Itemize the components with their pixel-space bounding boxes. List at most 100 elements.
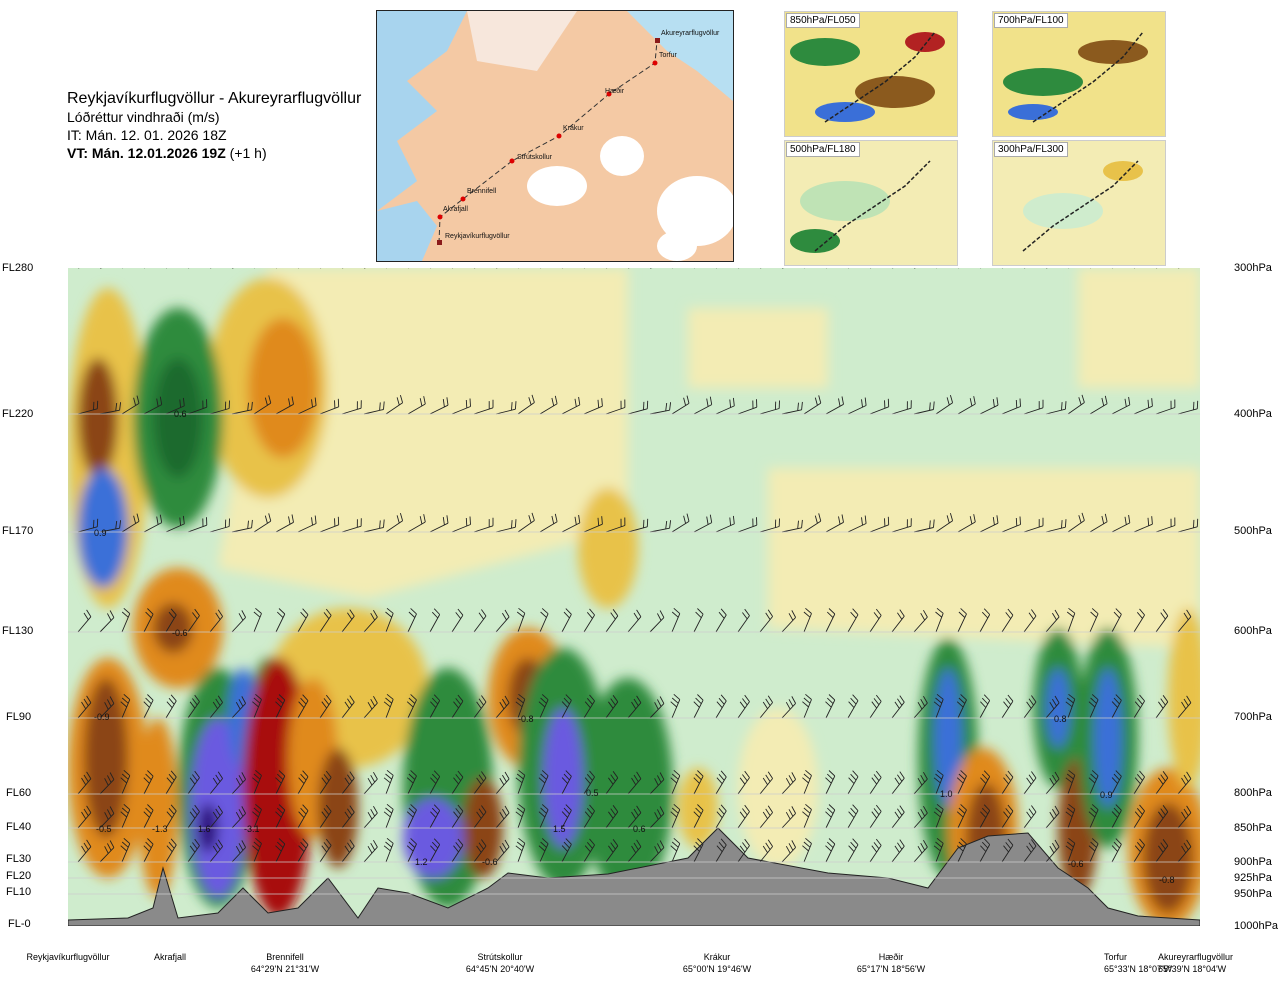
wind-barb — [802, 769, 812, 795]
wind-barb — [670, 693, 681, 719]
wind-barb — [1065, 693, 1076, 719]
wind-barb — [451, 694, 464, 719]
wind-barb — [1155, 399, 1176, 415]
wind-barb — [383, 837, 394, 863]
wind-barb — [649, 696, 665, 719]
wind-barb — [1111, 804, 1122, 829]
wind-barb — [802, 837, 812, 863]
annotation-value: -0.9 — [94, 712, 110, 722]
wind-barb — [979, 397, 999, 415]
map-label-akrafjall: Akrafjall — [443, 206, 468, 213]
wind-barb — [515, 803, 526, 829]
wind-barb — [407, 514, 426, 533]
initial-time: IT: Mán. 12. 01. 2026 18Z — [67, 127, 227, 143]
wind-barb — [1155, 609, 1169, 633]
location-label: Brennifell 64°29'N 21°31'W — [240, 951, 330, 975]
wind-barb — [231, 840, 246, 863]
annotation-value: -0.5 — [96, 824, 112, 834]
wind-barb — [781, 806, 796, 829]
wind-barb — [627, 695, 642, 719]
wind-barb — [252, 693, 262, 719]
wind-barb — [495, 805, 510, 829]
valid-time-bold: VT: Mán. 12.01.2026 19Z — [67, 145, 226, 161]
wind-barb — [649, 610, 665, 633]
wind-barb — [1001, 694, 1014, 719]
wind-barb — [825, 770, 836, 795]
wind-barb — [275, 694, 286, 719]
wind-barb — [802, 693, 812, 719]
wind-barb — [847, 397, 867, 415]
wind-barb — [209, 805, 223, 829]
location-label: Reykjavíkurflugvöllur — [20, 951, 116, 963]
wind-barb — [781, 519, 803, 533]
minimap-300[interactable]: 300hPa/FL300 — [992, 140, 1166, 266]
level-label-right: 400hPa — [1234, 408, 1272, 420]
wind-barb — [1023, 771, 1037, 795]
wind-barb — [165, 515, 185, 533]
annotation-value: -0.8 — [1159, 875, 1175, 885]
wind-barb — [99, 610, 115, 633]
wind-barb — [1045, 609, 1060, 633]
wind-barb — [77, 609, 92, 633]
wind-barb — [341, 400, 362, 415]
wind-barb — [516, 607, 526, 633]
wind-barb — [1045, 839, 1060, 863]
wind-barb — [429, 770, 441, 795]
wind-barb — [1065, 837, 1076, 863]
annotation-value: -0.8 — [518, 714, 534, 724]
wind-barb — [515, 837, 526, 863]
wind-barb — [539, 513, 558, 533]
wind-barb — [1045, 519, 1067, 533]
wind-barb — [407, 396, 426, 415]
wind-barb — [1111, 838, 1122, 863]
wind-barb — [627, 805, 642, 829]
level-label-left: FL280 — [2, 262, 34, 274]
wind-barb — [165, 397, 185, 415]
wind-barb — [209, 839, 223, 863]
wind-barb — [802, 803, 812, 829]
wind-barb — [429, 608, 441, 633]
wind-barb — [1155, 839, 1169, 863]
wind-barb — [933, 769, 944, 795]
wind-barb — [891, 771, 905, 795]
wind-barb — [956, 838, 967, 863]
wind-barb — [495, 401, 517, 415]
wind-barb — [759, 839, 773, 863]
wind-barb — [561, 694, 572, 719]
wind-barb — [825, 514, 844, 533]
minimap-850[interactable]: 850hPa/FL050 — [784, 11, 958, 137]
wind-barb — [451, 770, 464, 795]
wind-barb — [231, 806, 246, 829]
wind-barb — [649, 402, 672, 415]
wind-barb — [715, 770, 727, 795]
wind-barb — [737, 694, 750, 719]
wind-barb — [1177, 839, 1192, 863]
wind-barb — [1133, 516, 1153, 533]
wind-barb — [979, 838, 991, 863]
wind-barb — [759, 518, 780, 533]
wind-barb — [275, 514, 294, 533]
minimap-500[interactable]: 500hPa/FL180 — [784, 140, 958, 266]
level-label-left: FL20 — [6, 870, 32, 882]
location-name: Strútskollur — [477, 952, 523, 962]
location-name: Akureyrarflugvöllur — [1158, 952, 1234, 962]
wind-barb — [187, 804, 200, 829]
location-label: Hæðir 65°17'N 18°56'W — [846, 951, 936, 975]
wind-barb — [363, 609, 378, 633]
wind-barb — [935, 607, 944, 633]
wind-barb — [759, 609, 773, 633]
minimap-700[interactable]: 700hPa/FL100 — [992, 11, 1166, 137]
wind-barb — [737, 517, 758, 533]
map-label-krakur: Krákur — [563, 125, 584, 132]
location-label: Akrafjall — [140, 951, 200, 963]
wind-barb — [869, 694, 882, 719]
wind-barb — [825, 838, 836, 863]
valid-time: VT: Mán. 12.01.2026 19Z (+1 h) — [67, 144, 361, 162]
wind-barb — [627, 771, 642, 795]
annotation-value: 1.6 — [198, 824, 211, 834]
wind-barb — [1067, 512, 1085, 533]
wind-barb — [759, 771, 773, 795]
wind-barb — [451, 838, 464, 863]
wind-barb — [297, 770, 309, 795]
wind-barb — [933, 837, 944, 863]
